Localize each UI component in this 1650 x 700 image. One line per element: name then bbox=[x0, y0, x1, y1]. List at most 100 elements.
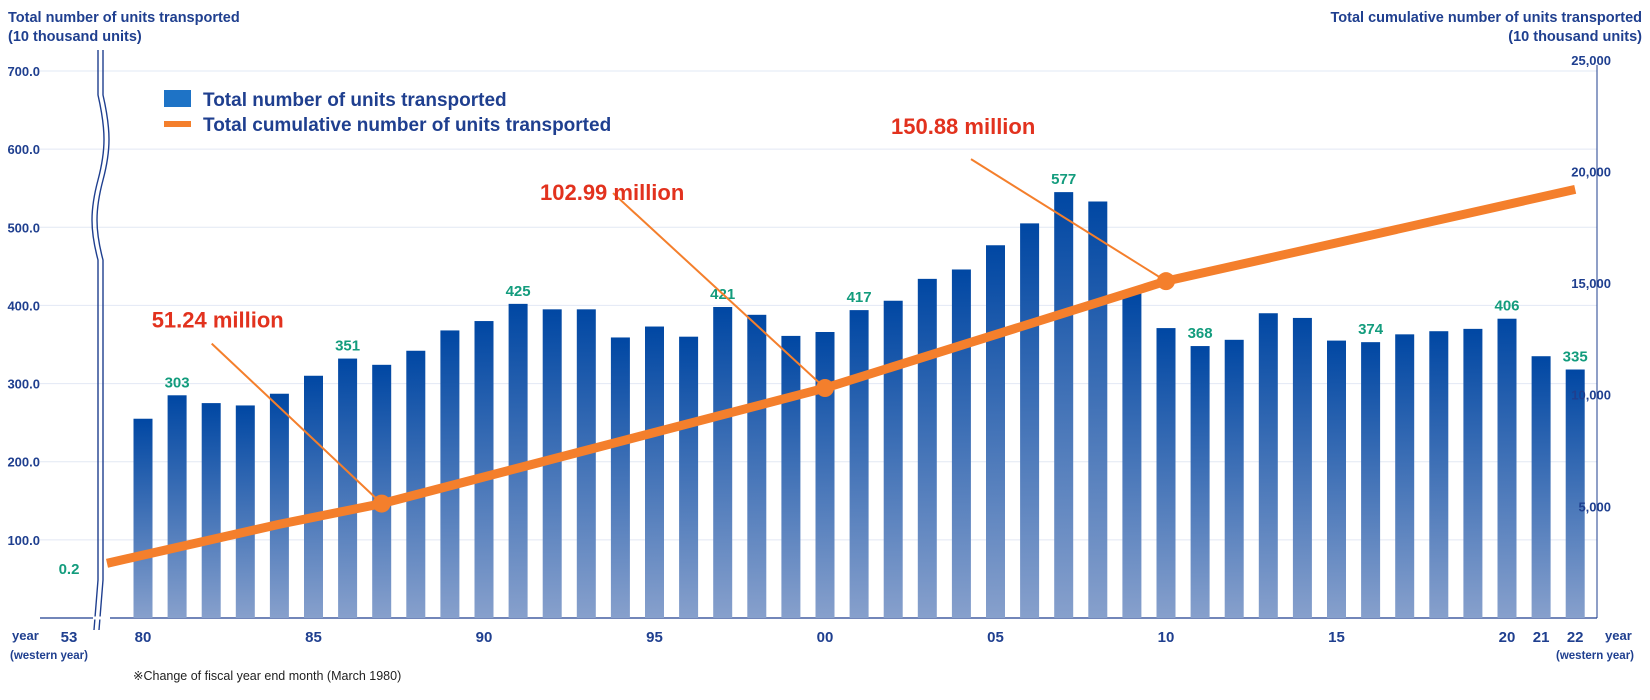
bar bbox=[713, 306, 733, 618]
right-axis-title: Total cumulative number of units transpo… bbox=[1330, 9, 1642, 47]
bar-data-labels: 0.2303351425421417577368374406335 bbox=[59, 171, 1588, 578]
bar-data-label: 368 bbox=[1188, 325, 1213, 342]
bar-series bbox=[133, 192, 1585, 618]
axis-break-line bbox=[96, 50, 110, 631]
left-axis-title-line1: Total number of units transported bbox=[8, 10, 240, 26]
x-tick-label: 95 bbox=[646, 629, 663, 646]
bar bbox=[951, 269, 971, 618]
annotation-leader bbox=[612, 192, 826, 389]
bar bbox=[1258, 313, 1278, 618]
footnote: ※Change of fiscal year end month (March … bbox=[133, 669, 402, 683]
bar bbox=[1156, 328, 1176, 618]
annotation-label: 150.88 million bbox=[891, 114, 1035, 139]
bar bbox=[201, 403, 221, 618]
legend-line-swatch bbox=[164, 121, 191, 127]
bar bbox=[645, 326, 664, 618]
bar bbox=[1565, 369, 1585, 618]
left-y-tick-label: 100.0 bbox=[7, 533, 40, 548]
x-tick-label: 05 bbox=[987, 629, 1004, 646]
left-axis-title-line2: (10 thousand units) bbox=[8, 29, 142, 45]
left-y-tick-label: 500.0 bbox=[7, 220, 40, 235]
right-y-tick-label: 10,000 bbox=[1571, 388, 1611, 403]
x-tick-label: 20 bbox=[1499, 629, 1516, 646]
annotation-label: 51.24 million bbox=[152, 308, 284, 333]
x-tick-label: 85 bbox=[305, 629, 322, 646]
bar bbox=[1224, 339, 1244, 618]
right-y-tick-label: 25,000 bbox=[1571, 53, 1611, 68]
axis-break-line bbox=[91, 50, 105, 631]
bar-data-label: 335 bbox=[1563, 349, 1588, 366]
x-axis-sublabel-right: (western year) bbox=[1556, 650, 1634, 662]
annotation-leader bbox=[970, 158, 1167, 282]
bar bbox=[1292, 317, 1312, 618]
bar bbox=[269, 393, 289, 618]
legend-line-label: Total cumulative number of units transpo… bbox=[203, 115, 611, 136]
annotation-leader bbox=[211, 342, 383, 505]
bar bbox=[1497, 318, 1517, 618]
x-tick-label: 22 bbox=[1567, 629, 1584, 646]
bar bbox=[815, 331, 835, 618]
bar bbox=[849, 310, 869, 618]
bar bbox=[1361, 342, 1381, 618]
bar bbox=[1088, 201, 1108, 618]
bar bbox=[1395, 334, 1415, 618]
bar bbox=[406, 350, 426, 618]
x-tick-label: 10 bbox=[1158, 629, 1175, 646]
bar-data-label: 351 bbox=[335, 338, 360, 355]
bar bbox=[338, 358, 358, 618]
line-series bbox=[106, 184, 1577, 568]
bar bbox=[304, 375, 323, 618]
line-marker bbox=[372, 494, 391, 513]
x-tick-label: 80 bbox=[135, 629, 152, 646]
legend-bar-swatch bbox=[164, 90, 191, 107]
bar bbox=[1327, 340, 1346, 618]
bar bbox=[747, 314, 767, 618]
bar bbox=[167, 395, 187, 618]
bar-data-label: 577 bbox=[1051, 171, 1076, 188]
bar-data-label: 303 bbox=[165, 374, 190, 391]
x-tick-label: 90 bbox=[476, 629, 493, 646]
right-y-tick-label: 20,000 bbox=[1571, 164, 1611, 179]
bar bbox=[1020, 223, 1040, 618]
bar-data-label: 406 bbox=[1494, 298, 1519, 315]
left-y-axis: 100.0 200.0 300.0 400.0 500.0 600.0 700.0 bbox=[7, 64, 40, 548]
x-axis-label-left: year bbox=[12, 628, 39, 643]
x-axis-sublabel-left: (western year) bbox=[10, 650, 88, 662]
axis-break bbox=[91, 50, 110, 631]
bar bbox=[1190, 346, 1210, 618]
bar bbox=[508, 303, 528, 618]
right-axis-title-line1: Total cumulative number of units transpo… bbox=[1330, 10, 1642, 26]
legend-bar-label: Total number of units transported bbox=[203, 90, 507, 111]
right-y-axis: 5,000 10,000 15,000 20,000 25,000 bbox=[1571, 53, 1611, 515]
bar bbox=[235, 405, 255, 618]
bar bbox=[1122, 292, 1142, 618]
bar-data-label: 425 bbox=[506, 283, 531, 300]
bar bbox=[781, 335, 801, 618]
legend: Total number of units transported Total c… bbox=[164, 90, 611, 136]
bar bbox=[610, 337, 630, 618]
bar bbox=[1429, 331, 1449, 618]
bar bbox=[1054, 192, 1074, 618]
x-tick-label: 53 bbox=[61, 629, 78, 646]
bar bbox=[883, 300, 903, 618]
bar-data-label: 0.2 bbox=[59, 561, 80, 578]
bar bbox=[1463, 328, 1483, 618]
bar bbox=[576, 309, 596, 618]
annotations: 51.24 million 102.99 million 150.88 millio… bbox=[152, 114, 1167, 505]
x-tick-label: 15 bbox=[1328, 629, 1345, 646]
bar bbox=[986, 245, 1005, 618]
right-y-tick-label: 5,000 bbox=[1578, 499, 1611, 514]
left-axis-title: Total number of units transported (10 th… bbox=[8, 9, 240, 47]
x-axis: 53 80 85 90 95 00 05 10 15 20 21 22 year (western yea… bbox=[10, 628, 1634, 662]
bar bbox=[474, 321, 494, 618]
left-y-tick-label: 200.0 bbox=[7, 455, 40, 470]
left-y-tick-label: 300.0 bbox=[7, 377, 40, 392]
cumulative-line bbox=[106, 184, 1577, 568]
left-y-tick-label: 600.0 bbox=[7, 142, 40, 157]
line-marker bbox=[816, 379, 834, 398]
x-axis-label-right: year bbox=[1605, 628, 1632, 643]
left-y-tick-label: 400.0 bbox=[7, 298, 40, 313]
bar bbox=[372, 364, 392, 618]
bar bbox=[133, 418, 153, 618]
